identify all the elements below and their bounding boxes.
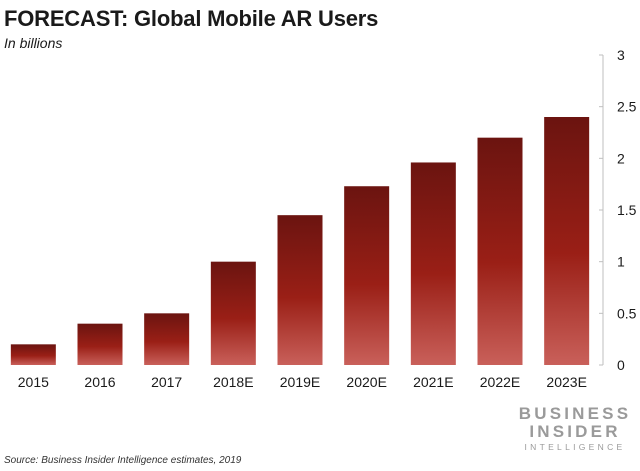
business-insider-logo: BUSINESS INSIDER INTELLIGENCE xyxy=(516,405,634,453)
bar-2019e xyxy=(277,215,323,365)
bar-2020e xyxy=(344,186,390,365)
y-tick-label: 1.5 xyxy=(617,202,637,218)
chart-title: FORECAST: Global Mobile AR Users xyxy=(4,6,379,31)
y-tick-label: 2.5 xyxy=(617,99,637,115)
x-tick-label: 2022E xyxy=(480,374,520,390)
source-note: Source: Business Insider Intelligence es… xyxy=(4,455,242,466)
x-tick-label: 2017 xyxy=(151,374,182,390)
bars-group xyxy=(10,117,590,365)
x-tick-label: 2020E xyxy=(346,374,386,390)
bar-2017 xyxy=(144,313,190,365)
y-tick-label: 0 xyxy=(617,357,625,373)
bar-2021e xyxy=(410,162,456,365)
chart-subtitle: In billions xyxy=(4,35,63,51)
x-tick-label: 2018E xyxy=(213,374,253,390)
x-tick-label: 2019E xyxy=(280,374,320,390)
logo-line-1: BUSINESS xyxy=(518,404,632,423)
logo-line-2: INSIDER xyxy=(529,422,621,441)
bar-2018e xyxy=(210,261,256,365)
x-tick-label: 2015 xyxy=(18,374,49,390)
logo-line-3: INTELLIGENCE xyxy=(524,442,626,452)
x-tick-labels: 2015 2016 2017 2018E 2019E 2020E 2021E 2022E 202… xyxy=(18,374,587,390)
y-tick-label: 0.5 xyxy=(617,305,637,321)
bar-2023e xyxy=(544,117,590,365)
y-axis: 0 0.5 1 1.5 2 2.5 3 xyxy=(599,47,637,373)
bar-2022e xyxy=(477,137,523,365)
y-tick-label: 1 xyxy=(617,254,625,270)
bar-2016 xyxy=(77,323,123,365)
y-tick-label: 2 xyxy=(617,150,625,166)
x-tick-label: 2023E xyxy=(546,374,586,390)
y-tick-label: 3 xyxy=(617,47,625,63)
x-tick-label: 2021E xyxy=(413,374,453,390)
x-tick-label: 2016 xyxy=(84,374,115,390)
bar-2015 xyxy=(10,344,56,365)
